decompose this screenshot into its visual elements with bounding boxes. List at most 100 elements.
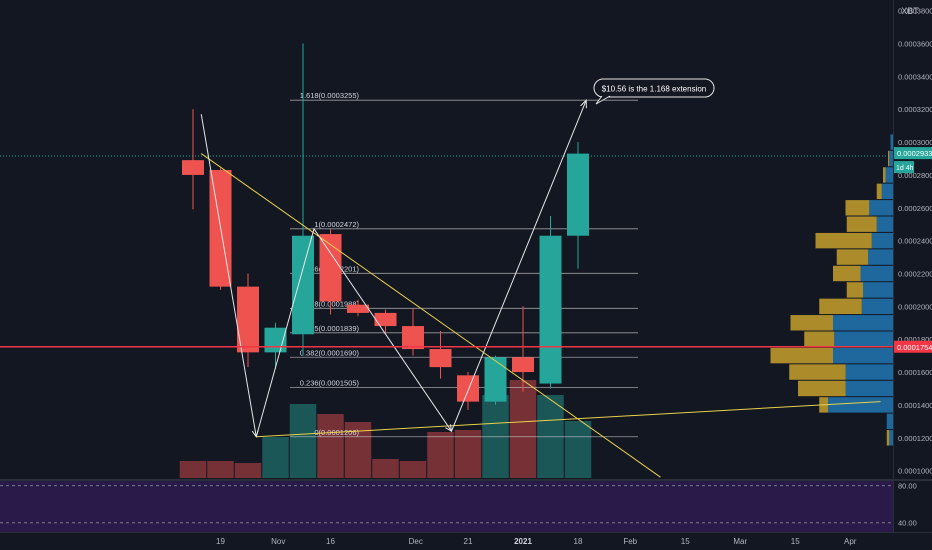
trendline-ascending (256, 401, 881, 438)
candle-body (539, 235, 562, 384)
volume-profile-up (881, 183, 893, 200)
wave-arrowhead (251, 429, 259, 438)
price-tick-label: 0.0001800 (898, 335, 932, 344)
time-tick-label: Dec (409, 537, 423, 546)
price-tick-label: 0.0003000 (898, 138, 932, 147)
price-tick-label: 0.0003400 (898, 72, 932, 81)
fib-level-label: 0.382(0.0001690) (300, 348, 360, 357)
time-tick-label: Mar (733, 537, 747, 546)
volume-profile-down (846, 216, 877, 232)
price-labels: 0.0002933 0.0001754 1d 4h (894, 147, 932, 353)
volume-profile-up (834, 331, 893, 347)
price-tick-label: 0.0002200 (898, 269, 932, 278)
volume-bar (427, 432, 454, 478)
volume-profile-up (833, 347, 893, 364)
volume-profile-down (804, 331, 835, 347)
candle-body (429, 349, 452, 368)
volume-profile-up (871, 232, 893, 249)
fib-level-label: 1.618(0.0003255) (300, 91, 360, 100)
volume-profile-down (790, 315, 833, 331)
symbol-label: XBT (901, 6, 919, 16)
indicator-pane (0, 479, 932, 533)
price-label-bg (894, 340, 932, 353)
price-tick-label: 0.0002400 (898, 237, 932, 246)
price-tick-label: 0.0001000 (898, 467, 932, 476)
time-tick-label: Nov (271, 537, 285, 546)
volume-profile-up (868, 249, 893, 265)
price-tick-label: 0.0003600 (898, 40, 932, 49)
price-label: 0.0001754 (897, 343, 932, 352)
volume-profile-down (876, 183, 882, 200)
candle-body (402, 326, 424, 350)
time-tick-label: 16 (326, 537, 335, 546)
volume-bar (372, 459, 399, 478)
volume-profile-up (869, 200, 893, 216)
annotation-text: $10.56 is the 1.168 extension (602, 85, 707, 94)
volume-profile-up (828, 397, 893, 413)
candle-body (292, 235, 314, 335)
volume-bar (234, 463, 262, 478)
volume-profile-down (833, 265, 861, 282)
volume-bars (179, 380, 592, 478)
drawings[interactable]: $10.56 is the 1.168 extension (0, 78, 893, 478)
price-tick-label: 0.0001400 (898, 401, 932, 410)
candle-body (512, 357, 534, 373)
candle-body (182, 160, 204, 175)
time-tick-label: 15 (681, 537, 690, 546)
time-tick-label: 15 (791, 537, 800, 546)
candle-body (374, 312, 397, 327)
time-tick-label: Apr (844, 537, 857, 546)
volume-profile-up (889, 150, 893, 167)
volume-profile-up (833, 315, 893, 331)
volume-profile-down (836, 249, 868, 265)
volume-bar (262, 437, 289, 478)
volume-profile-up (885, 167, 893, 183)
annotation-pointer (595, 95, 611, 105)
time-tick-label: 21 (464, 537, 473, 546)
volume-profile-down (845, 200, 870, 216)
price-tick-label: 0.0002600 (898, 204, 932, 213)
fib-level-label: 1(0.0002472) (314, 220, 359, 229)
volume-profile-up (886, 413, 893, 430)
volume-profile-up (845, 380, 893, 397)
price-tick-label: 0.0001600 (898, 368, 932, 377)
volume-profile-down (789, 364, 846, 380)
volume-profile-down (798, 380, 846, 397)
indicator-tick-label: 40.00 (898, 519, 917, 528)
volume-bar (317, 414, 344, 478)
trendline-descending (200, 153, 661, 478)
time-axis[interactable]: 19 Nov 16 Dec 21 2021 18 Feb 15 Mar 15 Apr (216, 537, 857, 546)
fib-level-label: 0.236(0.0001505) (300, 379, 360, 388)
volume-bar (509, 380, 537, 478)
volume-bar (399, 461, 427, 478)
volume-profile-up (845, 364, 893, 380)
fib-level-label: 0.618(0.0001988) (300, 299, 360, 308)
price-tick-label: 0.0003200 (898, 105, 932, 114)
candle-body (237, 286, 259, 353)
volume-profile-up (861, 298, 893, 315)
volume-profile-down (888, 150, 890, 167)
volume-bar (207, 461, 234, 478)
wave-arrowhead (445, 424, 453, 433)
candle-body (457, 375, 479, 402)
time-tick-label: 2021 (514, 537, 532, 546)
annotation-callout (593, 78, 715, 98)
volume-profile-down (815, 232, 872, 249)
time-tick-label: 18 (574, 537, 583, 546)
time-tick-label: 19 (216, 537, 225, 546)
volume-profile (770, 134, 893, 446)
volume-profile-up (890, 134, 893, 150)
volume-profile-up (876, 216, 893, 232)
volume-profile-up (860, 265, 893, 282)
fib-level-label: 0.5(0.0001839) (308, 324, 359, 333)
timeframe-label-bg (894, 161, 914, 174)
volume-bar (564, 421, 592, 478)
volume-bar (179, 461, 207, 478)
price-axis[interactable]: 0.0001000 0.0001200 0.0001400 0.0001600 0.00… (893, 0, 932, 532)
price-tick-label: 0.0001200 (898, 434, 932, 443)
time-tick-label: Feb (623, 537, 637, 546)
price-label-bg (894, 147, 932, 160)
